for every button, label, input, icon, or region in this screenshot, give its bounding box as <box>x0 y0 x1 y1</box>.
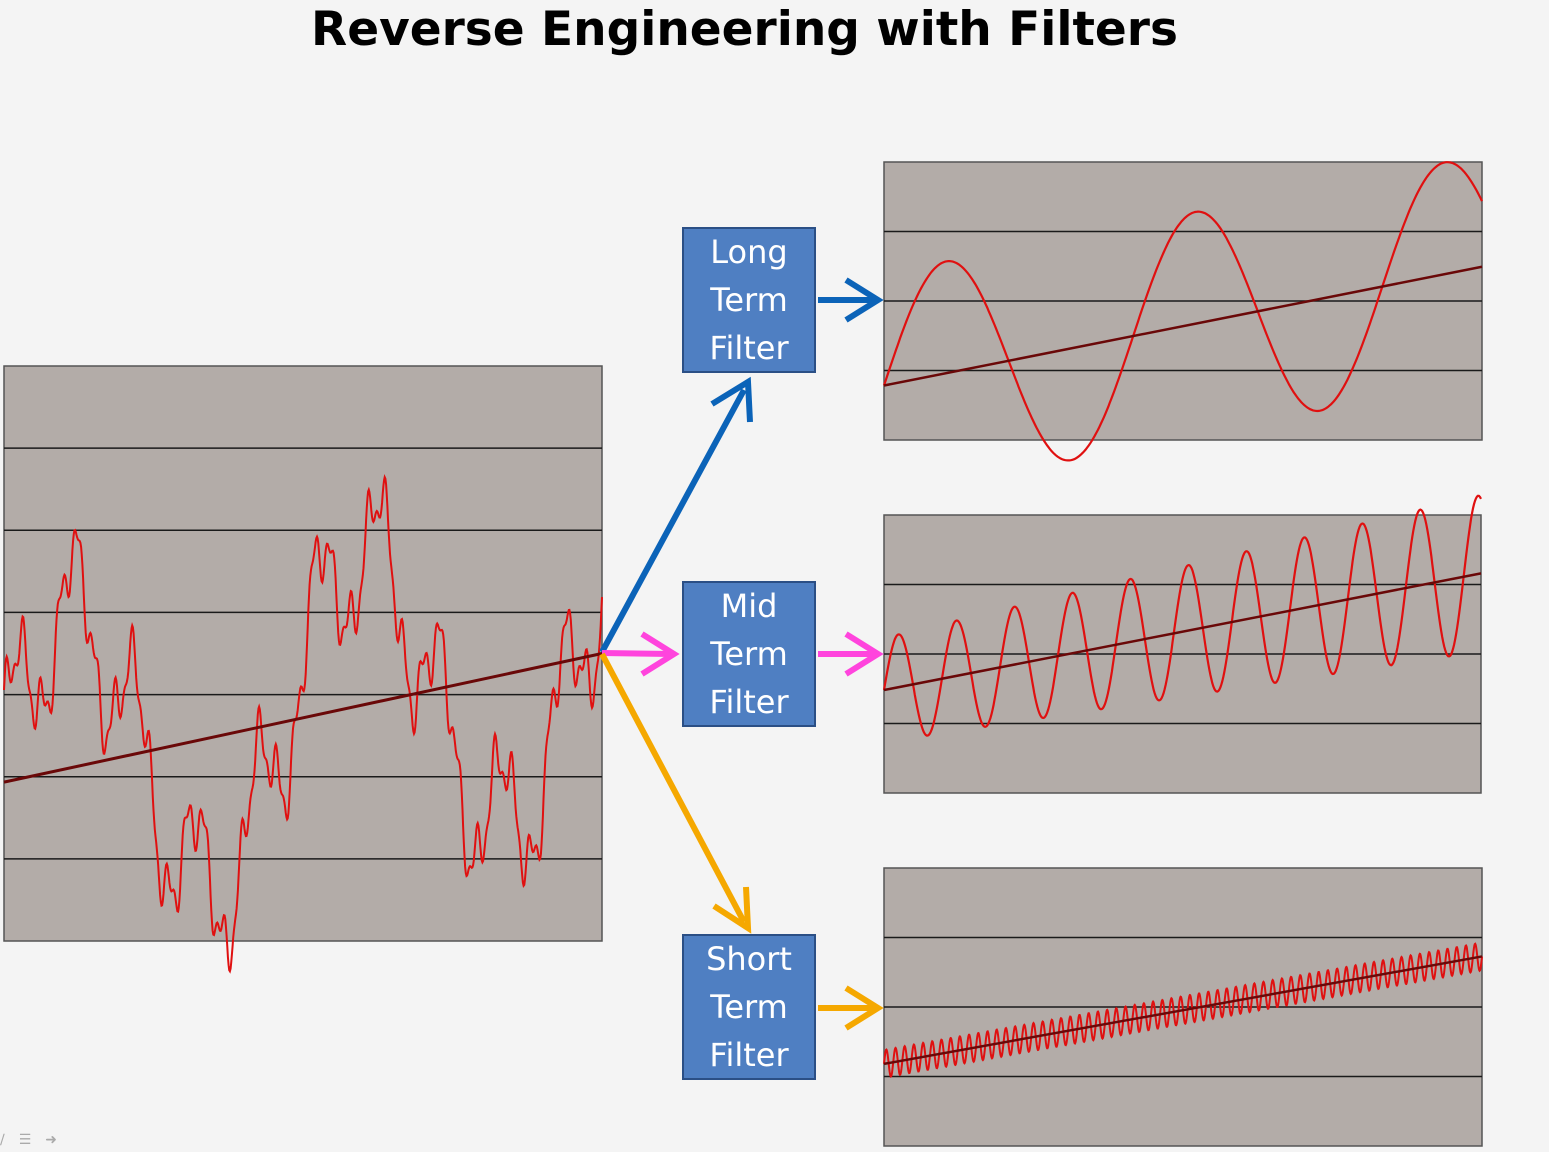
mid-term-signal-line <box>882 494 1482 737</box>
arrow-to-mid-filter <box>601 631 680 677</box>
short-term-trend-line <box>883 955 1483 1066</box>
short-term-plot <box>883 867 1483 1147</box>
long-term-filter-box: Long Term Filter <box>682 227 816 373</box>
input-plot <box>3 365 603 974</box>
short-term-filter-box: Short Term Filter <box>682 934 816 1080</box>
arrow-to-short-filter <box>599 652 752 934</box>
filter-label-line: Mid <box>720 587 778 625</box>
filter-label-line: Short <box>706 940 792 978</box>
long-term-plot <box>882 161 1483 462</box>
menu-icon[interactable]: ☰ <box>18 1132 32 1148</box>
slide-title: Reverse Engineering with Filters <box>311 2 1178 57</box>
mid-term-trend-line <box>883 572 1482 692</box>
mid-term-filter-box: Mid Term Filter <box>682 581 816 727</box>
mid-term-plot <box>882 494 1482 794</box>
filter-label-line: Term <box>710 988 788 1026</box>
arrow-short-filter-to-plot <box>818 985 884 1031</box>
long-term-trend-line <box>883 265 1483 387</box>
arrow-mid-filter-to-plot <box>818 631 884 677</box>
arrow-to-long-filter <box>599 376 753 654</box>
arrow-long-filter-to-plot <box>818 277 884 323</box>
mid-term-plot-gridlines <box>884 583 1481 725</box>
filter-label-line: Long <box>710 233 788 271</box>
filter-label-line: Filter <box>709 683 789 721</box>
input-trend-line <box>3 652 603 784</box>
next-slide-icon[interactable]: ➜ <box>45 1132 58 1148</box>
input-plot-gridlines <box>4 447 602 860</box>
filter-label-line: Filter <box>709 1036 789 1074</box>
filter-label-line: Term <box>710 635 788 673</box>
slideshow-toolbar: ∕ ☰ ➜ <box>0 1130 57 1150</box>
filter-label-line: Filter <box>709 329 789 367</box>
pen-icon[interactable]: ∕ <box>0 1132 5 1148</box>
filter-label-line: Term <box>710 281 788 319</box>
input-signal-line <box>3 473 603 974</box>
input-plot-background <box>3 365 603 942</box>
